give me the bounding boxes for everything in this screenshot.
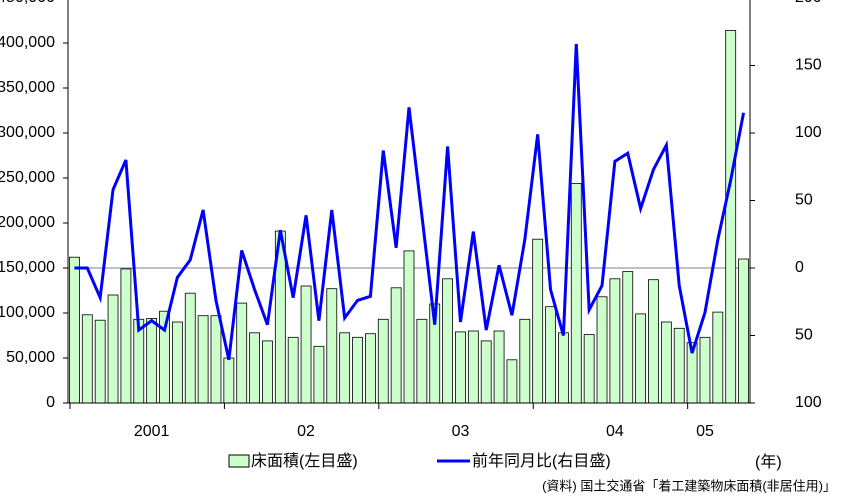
y-tick-label: 150,000 (0, 259, 55, 276)
bar (69, 256, 80, 404)
bar (403, 250, 415, 404)
x-tick-label: 02 (297, 423, 315, 440)
bar (660, 321, 672, 404)
bar (364, 333, 376, 404)
bar (583, 334, 595, 404)
bar (609, 278, 621, 404)
legend-swatch (228, 454, 250, 468)
bar (480, 340, 492, 404)
bar (197, 315, 209, 404)
y2-tick-label: 50 (795, 192, 813, 209)
bar (596, 296, 608, 404)
bar (120, 268, 132, 404)
bar (300, 285, 312, 404)
bar (94, 319, 106, 404)
y-tick-label: 350,000 (0, 79, 55, 96)
bar (107, 294, 119, 404)
bar (519, 318, 531, 404)
bar (223, 357, 235, 404)
legend-label: 前年同月比(右目盛) (472, 452, 611, 470)
bar (570, 182, 582, 404)
y2-tick-label: 200 (795, 0, 822, 6)
y-tick-label: 450,000 (0, 0, 55, 6)
bar (622, 271, 634, 404)
bar (377, 318, 389, 404)
bar (673, 327, 685, 404)
bar (455, 331, 466, 404)
x-tick-label: 2001 (134, 423, 170, 440)
bar (184, 292, 196, 404)
bar (699, 336, 711, 404)
y-tick-label: 100,000 (0, 304, 55, 321)
y2-tick-label: 0 (795, 259, 804, 276)
legend-label: 床面積(左目盛) (251, 452, 358, 470)
bar (725, 29, 737, 404)
y-tick-label: 50,000 (6, 349, 55, 366)
bar (442, 278, 454, 404)
y2-tick-label: 100 (795, 394, 822, 411)
y-tick-label: 400,000 (0, 34, 55, 51)
bar (326, 288, 338, 404)
bar (210, 315, 222, 404)
bar (262, 340, 273, 404)
y-tick-label: 250,000 (0, 169, 55, 186)
bar (493, 330, 505, 404)
bar (171, 321, 183, 404)
bar (352, 336, 363, 404)
y2-tick-label: 150 (795, 57, 822, 74)
bar (249, 332, 260, 404)
bar (558, 332, 569, 404)
x-unit: (年) (755, 453, 782, 471)
bar (236, 302, 248, 404)
bar (635, 313, 647, 404)
bar (313, 345, 325, 404)
y-tick-label: 300,000 (0, 124, 55, 141)
source-note: (資料) 国土交通省「着工建築物床面積(非居住用)」 (542, 478, 836, 493)
y-tick-label: 0 (46, 394, 55, 411)
x-tick-label: 03 (452, 423, 470, 440)
x-tick-label: 05 (696, 423, 714, 440)
y2-tick-label: 100 (795, 124, 822, 141)
y-tick-label: 200,000 (0, 214, 55, 231)
bar (339, 332, 351, 404)
bar (390, 287, 402, 404)
bar (81, 314, 93, 404)
bar (467, 330, 479, 404)
bar (146, 317, 158, 404)
bar (506, 359, 518, 404)
line (74, 43, 746, 361)
bar (416, 318, 428, 404)
bar (712, 311, 724, 404)
bar (648, 279, 659, 404)
bar (287, 336, 299, 404)
y2-tick-label: 50 (795, 327, 813, 344)
bar (545, 306, 556, 404)
bar (532, 238, 544, 404)
x-tick-label: 04 (606, 423, 624, 440)
bar (738, 258, 749, 404)
